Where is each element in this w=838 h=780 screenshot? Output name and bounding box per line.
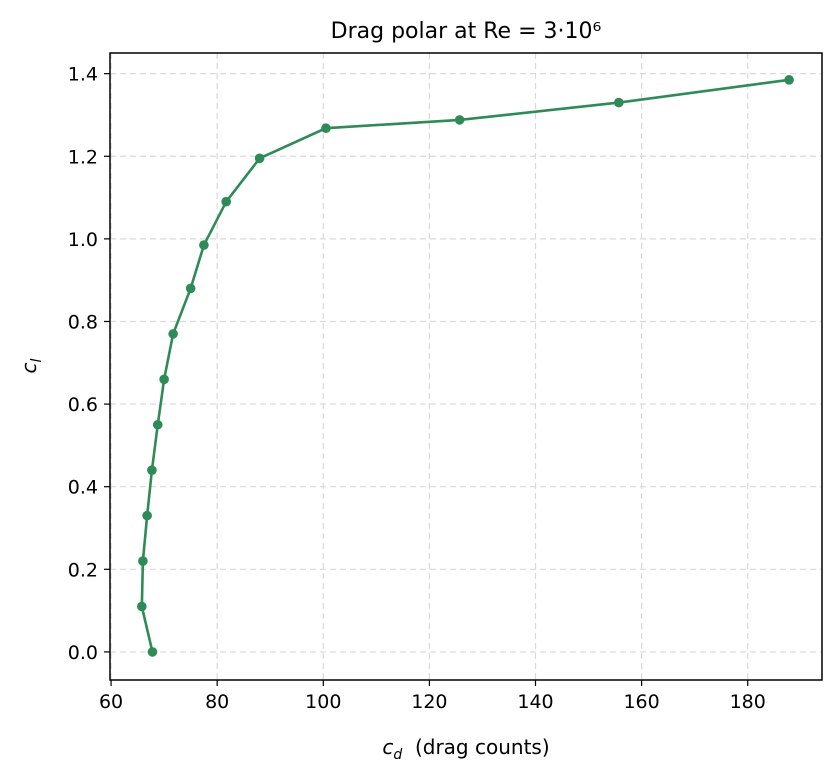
data-point: [138, 556, 148, 566]
x-tick-label: 160: [623, 691, 659, 713]
x-axis-label: cd (drag counts): [382, 735, 549, 763]
y-tick-label: 1.2: [68, 146, 98, 168]
data-point: [254, 153, 265, 164]
y-tick-label: 0.4: [68, 477, 98, 499]
data-point: [147, 465, 157, 475]
grid-lines: [110, 53, 822, 680]
x-tick-label: 180: [730, 691, 766, 713]
data-point: [613, 97, 624, 108]
data-point: [321, 123, 331, 133]
data-point: [159, 374, 169, 385]
data-point: [221, 196, 231, 207]
y-tick-label: 0.2: [68, 559, 98, 581]
x-tick-label: 100: [305, 691, 341, 713]
plot-frame: [109, 52, 823, 681]
data-point: [137, 601, 147, 612]
y-tick-label: 0.8: [68, 311, 98, 333]
series-layer: [137, 75, 794, 657]
x-tick-label: 140: [517, 691, 553, 713]
data-point: [784, 75, 794, 85]
y-tick-label: 0.6: [68, 394, 98, 416]
chart-title: Drag polar at Re = 3·10⁶: [331, 19, 602, 44]
y-axis-label: cl: [17, 358, 45, 373]
data-point: [185, 283, 196, 294]
y-tick-label: 1.0: [68, 229, 98, 251]
x-tick-label: 80: [205, 691, 229, 713]
x-axis-ticks: 60 80 100 120 140 160 180: [99, 680, 766, 713]
series-line: [140, 78, 790, 653]
data-point: [147, 647, 158, 657]
data-point: [454, 115, 465, 125]
data-point: [168, 329, 178, 339]
y-tick-label: 1.4: [68, 64, 98, 86]
data-point: [142, 510, 152, 521]
data-point: [152, 419, 163, 430]
x-tick-label: 120: [411, 691, 447, 713]
x-tick-label: 60: [99, 691, 123, 713]
y-axis-ticks: 0.0 0.2 0.4 0.6 0.8 1.0 1.2 1.4: [68, 64, 110, 664]
y-tick-label: 0.0: [68, 642, 98, 664]
data-point: [199, 240, 209, 250]
